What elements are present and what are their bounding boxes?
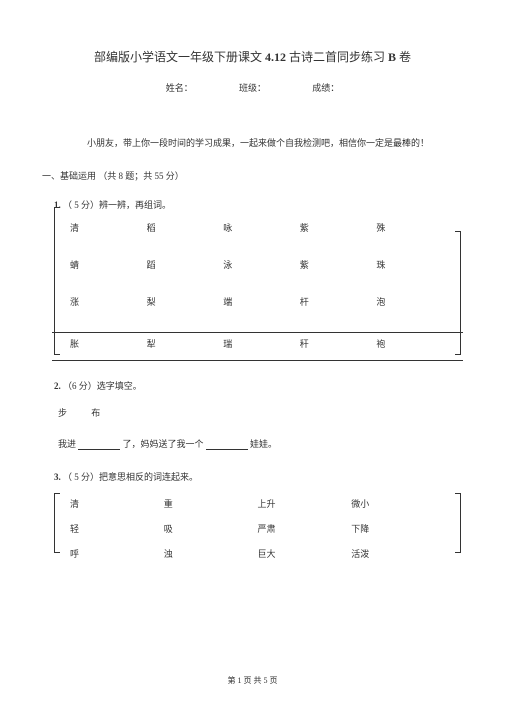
bracket-left-icon [54,207,60,355]
divider [52,332,463,333]
q3-num: 3. [54,472,61,482]
cell: 浊 [164,547,258,560]
q3-text: （ 5 分）把意思相反的词连起来。 [63,472,198,482]
q2-chars: 步 布 [58,406,463,419]
table-row: 轻 吸 严肃 下降 [52,522,463,535]
cell: 严肃 [258,522,352,535]
cell: 上升 [258,497,352,510]
text: 娃娃。 [248,439,277,449]
title-end: 卷 [396,50,411,64]
table-row: 胀 犁 瑞 秆 袍 [52,337,463,350]
blank-input[interactable] [78,449,120,450]
question-1: 1. （ 5 分）辨一辨，再组词。 [54,198,463,211]
table-row: 蜻 蹈 泳 紫 珠 [52,258,463,271]
cell: 袍 [376,337,453,350]
blank-input[interactable] [206,449,248,450]
cell: 下降 [351,522,445,535]
table-row: 涨 梨 端 杆 泡 [52,295,463,308]
text: 了，妈妈送了我一个 [120,439,206,449]
class-label: 班级： [239,81,266,94]
char-option: 布 [91,408,100,418]
cell: 咏 [223,221,300,234]
cell: 殊 [376,221,453,234]
score-label: 成绩： [312,81,339,94]
cell: 吸 [164,522,258,535]
bracket-right-icon [455,493,461,553]
cell: 蹈 [147,258,224,271]
cell: 紫 [300,258,377,271]
cell: 呼 [70,547,164,560]
cell: 稻 [147,221,224,234]
section-1-heading: 一、基础运用 （共 8 题；共 55 分） [42,169,463,182]
title-number: 4.12 [265,50,286,64]
title-prefix: 部编版小学语文一年级下册课文 [94,50,265,64]
cell: 秆 [300,337,377,350]
cell: 清 [62,221,147,234]
cell: 活泼 [351,547,445,560]
cell: 犁 [147,337,224,350]
cell: 微小 [351,497,445,510]
cell: 轻 [70,522,164,535]
bracket-left-icon [54,493,60,553]
char-table: 清 稻 咏 紫 殊 蜻 蹈 泳 紫 珠 涨 梨 端 杆 泡 胀 犁 瑞 秆 袍 [52,221,463,361]
table-row: 清 稻 咏 紫 殊 [52,221,463,234]
page-footer: 第 1 页 共 5 页 [0,675,505,686]
cell: 泡 [376,295,453,308]
cell: 涨 [62,295,147,308]
cell: 蜻 [62,258,147,271]
q2-text: （6 分）选字填空。 [63,381,142,391]
cell: 端 [223,295,300,308]
cell: 紫 [300,221,377,234]
cell: 巨大 [258,547,352,560]
table-row: 呼 浊 巨大 活泼 [52,547,463,560]
question-2: 2. （6 分）选字填空。 [54,379,463,392]
cell: 泳 [223,258,300,271]
page-title: 部编版小学语文一年级下册课文 4.12 古诗二首同步练习 B 卷 [42,48,463,65]
q1-text: （ 5 分）辨一辨，再组词。 [63,200,171,210]
table-row: 清 重 上升 微小 [52,497,463,510]
title-paper: B [388,50,396,64]
title-suffix: 古诗二首同步练习 [286,50,388,64]
greeting-text: 小朋友，带上你一段时间的学习成果，一起来做个自我检测吧，相信你一定是最棒的！ [87,136,463,149]
info-line: 姓名： 班级： 成绩： [42,81,463,94]
cell: 瑞 [223,337,300,350]
text: 我进 [58,439,78,449]
char-option: 步 [58,408,67,418]
q2-num: 2. [54,381,61,391]
cell: 杆 [300,295,377,308]
question-3: 3. （ 5 分）把意思相反的词连起来。 [54,470,463,483]
bracket-right-icon [455,231,461,355]
cell: 珠 [376,258,453,271]
cell: 重 [164,497,258,510]
cell: 胀 [62,337,147,350]
name-label: 姓名： [166,81,193,94]
cell: 清 [70,497,164,510]
divider [52,360,463,361]
q2-sentence: 我进 了，妈妈送了我一个 娃娃。 [58,437,463,450]
match-table: 清 重 上升 微小 轻 吸 严肃 下降 呼 浊 巨大 活泼 [52,497,463,560]
cell: 梨 [147,295,224,308]
